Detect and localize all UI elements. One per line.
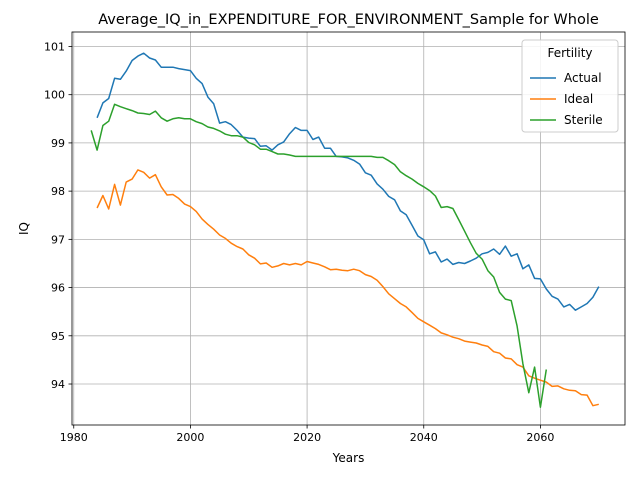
series-line-ideal — [96, 169, 599, 407]
plot-frame — [71, 31, 626, 426]
axis-ticks: 1980 2000 2020 2040 2060 94 95 96 97 98 99 100 101 — [44, 40, 554, 444]
series-layer — [90, 52, 600, 408]
x-tick-label: 2000 — [176, 431, 204, 444]
y-tick-label: 94 — [51, 378, 65, 391]
y-tick-label: 99 — [51, 137, 65, 150]
legend: Fertility Actual Ideal Sterile — [521, 39, 619, 133]
y-tick-label: 101 — [44, 40, 65, 53]
chart-title: Average_IQ_in_EXPENDITURE_FOR_ENVIRONMEN… — [98, 12, 599, 28]
y-tick-label: 95 — [51, 330, 65, 343]
x-tick-label: 2020 — [293, 431, 321, 444]
x-tick-label: 2040 — [410, 431, 438, 444]
y-tick-label: 100 — [44, 89, 65, 102]
series-line-actual — [96, 52, 600, 311]
legend-label-sterile: Sterile — [564, 113, 603, 127]
y-tick-label: 96 — [51, 282, 65, 295]
x-axis-label: Years — [332, 451, 365, 465]
y-axis-label: IQ — [17, 222, 31, 235]
series-line-sterile — [90, 103, 548, 408]
legend-title: Fertility — [547, 46, 592, 60]
y-tick-label: 97 — [51, 233, 65, 246]
legend-label-actual: Actual — [564, 71, 602, 85]
x-tick-label: 1980 — [60, 431, 88, 444]
legend-items: Actual Ideal Sterile — [530, 71, 603, 127]
y-tick-label: 98 — [51, 185, 65, 198]
legend-box — [521, 39, 619, 133]
legend-label-ideal: Ideal — [564, 92, 593, 106]
x-tick-label: 2060 — [526, 431, 554, 444]
